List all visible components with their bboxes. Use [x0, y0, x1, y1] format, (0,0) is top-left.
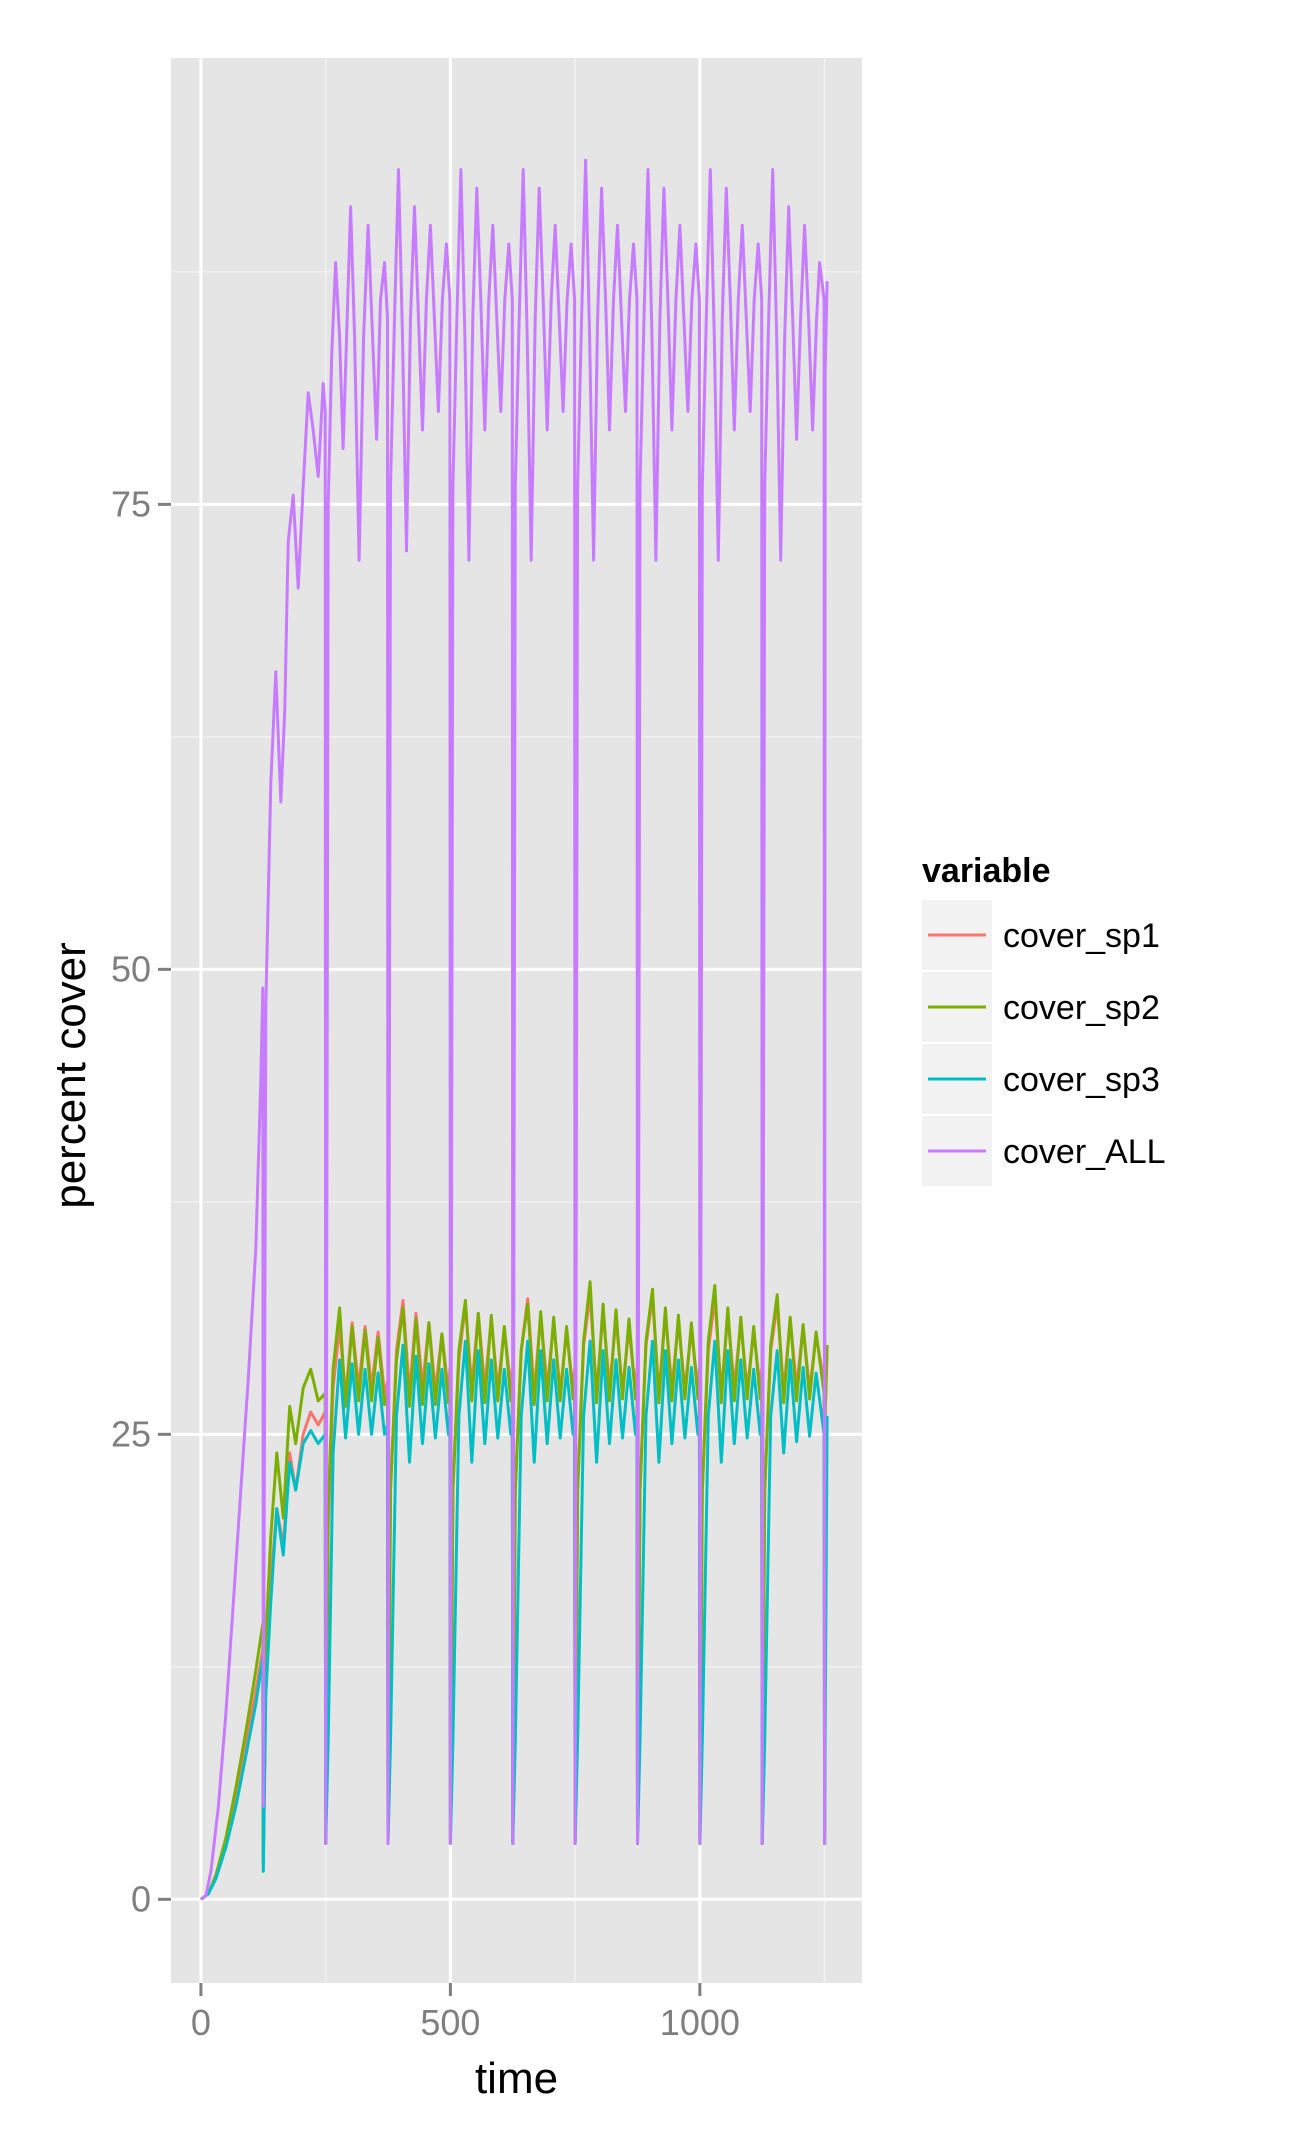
legend-item: cover_sp1: [922, 900, 1160, 970]
x-axis-title: time: [475, 2054, 558, 2103]
legend-label: cover_ALL: [1003, 1133, 1166, 1171]
x-axis: 0 500 1000: [191, 1983, 740, 2043]
y-tick-label: 25: [111, 1413, 151, 1454]
legend-label: cover_sp2: [1003, 989, 1160, 1027]
x-tick-label: 1000: [660, 2002, 740, 2043]
x-tick-label: 500: [420, 2002, 480, 2043]
y-axis: 0 25 50 75: [111, 483, 171, 1919]
series-line-cover-all: [200, 158, 829, 1901]
legend: variable cover_sp1 cover_sp2 cover_sp3cove…: [922, 852, 1166, 1186]
y-tick-label: 75: [111, 483, 151, 524]
y-tick-label: 0: [131, 1878, 151, 1919]
y-axis-title: percent cover: [46, 942, 95, 1209]
legend-label: cover_sp3: [1003, 1061, 1160, 1099]
x-tick-label: 0: [191, 2002, 211, 2043]
series-lines: [200, 158, 829, 1901]
legend-item: cover_sp3: [922, 1044, 1160, 1114]
legend-title: variable: [922, 852, 1051, 890]
legend-item: cover_sp2: [922, 972, 1160, 1042]
legend-item: cover_ALL: [922, 1116, 1166, 1186]
y-tick-label: 50: [111, 948, 151, 989]
legend-label: cover_sp1: [1003, 917, 1160, 955]
